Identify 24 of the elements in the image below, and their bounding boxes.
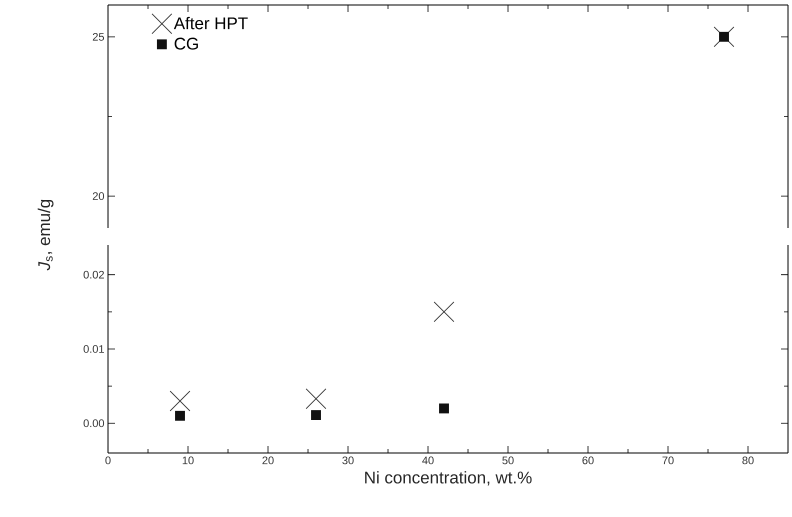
point: [311, 410, 321, 420]
x-tick-label: 40: [422, 456, 434, 464]
y-tick-label: 0.00: [84, 419, 104, 428]
y-tick-label: 20: [92, 192, 104, 200]
point: [306, 388, 326, 410]
x-tick-label: 70: [662, 456, 674, 464]
x-tick-label: 10: [182, 456, 194, 464]
x-tick-label: 60: [582, 456, 594, 464]
point: [439, 403, 449, 414]
y-tick-label: 25: [92, 32, 104, 41]
point: [434, 301, 454, 322]
x-tick-label: 30: [342, 456, 354, 464]
legend-label: CG: [174, 38, 198, 50]
point: [175, 410, 185, 421]
x-axis-title: Ni concentration, wt.%: [365, 471, 532, 486]
y-tick-label: 0.02: [84, 270, 104, 279]
legend-label: After HPT: [174, 16, 248, 30]
y-axis-title: J$_{s}$, emu/g: [38, 200, 54, 270]
x-tick-label: 0: [105, 456, 111, 464]
x-tick-label: 80: [742, 456, 754, 464]
x-tick-label: 20: [262, 456, 274, 464]
point: [170, 390, 190, 412]
x-tick-label: 50: [502, 456, 514, 464]
y-tick-label: 0.01: [84, 345, 104, 353]
